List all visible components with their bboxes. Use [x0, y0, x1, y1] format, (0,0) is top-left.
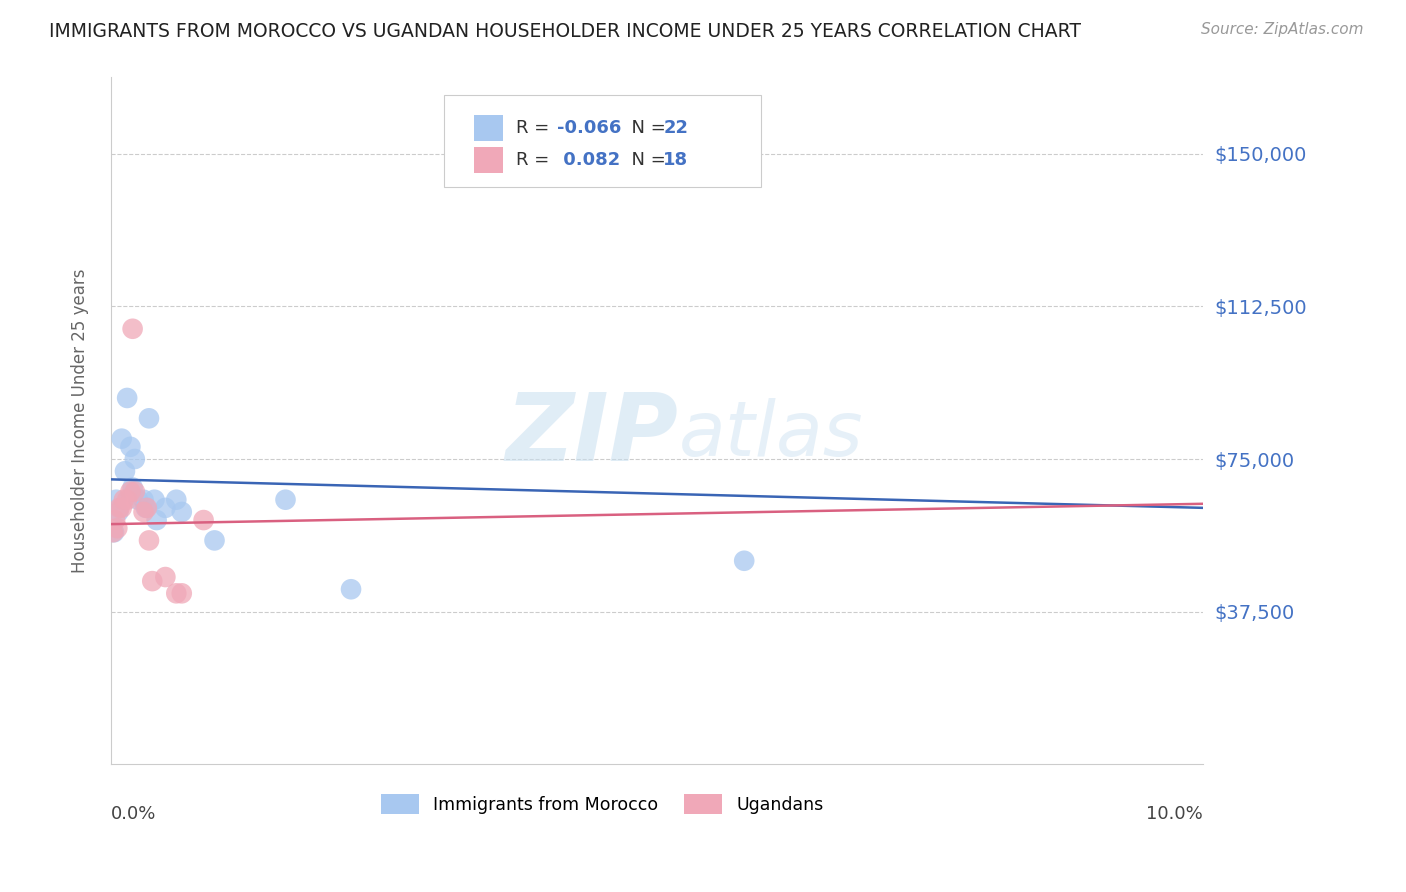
Legend: Immigrants from Morocco, Ugandans: Immigrants from Morocco, Ugandans [374, 787, 831, 821]
Point [340, 582, 363, 597]
Point [114, 464, 136, 478]
Text: N =: N = [620, 151, 671, 169]
Point [104, 513, 127, 527]
Text: 10.0%: 10.0% [1146, 805, 1204, 823]
Text: ZIP: ZIP [506, 389, 679, 481]
Point [204, 533, 226, 548]
FancyBboxPatch shape [444, 95, 761, 187]
Text: 22: 22 [664, 119, 689, 136]
Point [112, 492, 135, 507]
Text: R =: R = [516, 151, 555, 169]
Point [121, 481, 143, 495]
Text: 0.082: 0.082 [557, 151, 620, 169]
Point [103, 525, 125, 540]
Point [141, 574, 163, 588]
Point [120, 440, 142, 454]
Text: N =: N = [620, 119, 671, 136]
Point [143, 492, 166, 507]
Point [138, 411, 160, 425]
Y-axis label: Householder Income Under 25 years: Householder Income Under 25 years [72, 268, 89, 573]
Point [170, 586, 193, 600]
Point [733, 554, 755, 568]
Text: 0.0%: 0.0% [111, 805, 156, 823]
Text: Source: ZipAtlas.com: Source: ZipAtlas.com [1201, 22, 1364, 37]
Point [107, 505, 129, 519]
Point [145, 513, 167, 527]
Point [274, 492, 297, 507]
Point [105, 521, 128, 535]
Text: -0.066: -0.066 [557, 119, 621, 136]
Bar [474, 147, 503, 173]
Point [121, 322, 143, 336]
Point [105, 492, 128, 507]
Point [132, 492, 155, 507]
Point [101, 525, 124, 540]
Point [124, 452, 146, 467]
Point [111, 432, 134, 446]
Point [115, 391, 138, 405]
Point [127, 492, 149, 507]
Point [135, 500, 157, 515]
Point [124, 484, 146, 499]
Bar [474, 114, 503, 141]
Point [165, 492, 187, 507]
Point [165, 586, 187, 600]
Text: atlas: atlas [679, 398, 863, 472]
Point [135, 500, 157, 515]
Point [193, 513, 215, 527]
Text: R =: R = [516, 119, 555, 136]
Point [120, 484, 142, 499]
Point [115, 492, 138, 507]
Text: IMMIGRANTS FROM MOROCCO VS UGANDAN HOUSEHOLDER INCOME UNDER 25 YEARS CORRELATION: IMMIGRANTS FROM MOROCCO VS UGANDAN HOUSE… [49, 22, 1081, 41]
Point [170, 505, 193, 519]
Point [155, 570, 177, 584]
Point [108, 500, 131, 515]
Point [111, 500, 134, 515]
Point [155, 500, 177, 515]
Text: 18: 18 [664, 151, 689, 169]
Point [132, 505, 155, 519]
Point [138, 533, 160, 548]
